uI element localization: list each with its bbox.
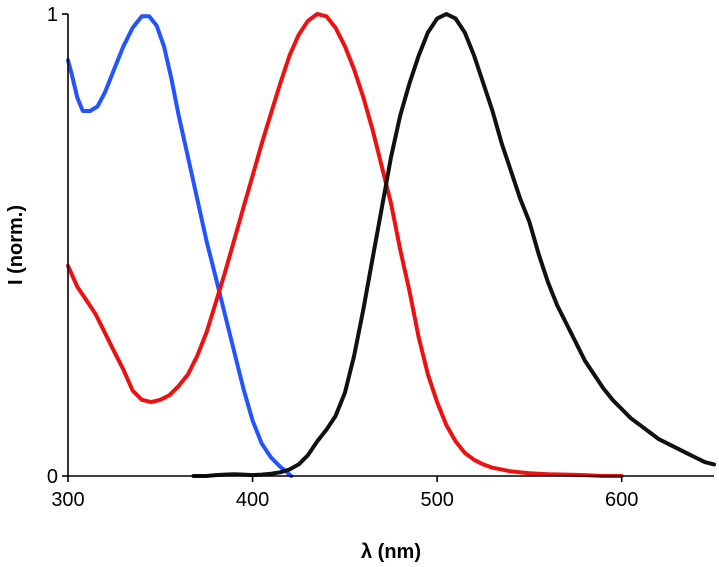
tick-layer: 300 400 500 600 0 1 (47, 4, 639, 511)
x-tick-label: 400 (236, 489, 269, 511)
series-line-3 (191, 12, 716, 478)
y-tick-label: 1 (47, 4, 58, 26)
series-line-1 (66, 14, 294, 478)
x-tick-label: 600 (605, 489, 638, 511)
y-axis-title: I (norm.) (5, 205, 27, 285)
y-tick-label: 0 (47, 466, 58, 488)
x-tick-label: 500 (420, 489, 453, 511)
x-tick-label: 300 (51, 489, 84, 511)
series-line-2 (66, 12, 624, 478)
series-layer (66, 12, 716, 478)
x-axis-title: λ (nm) (361, 541, 421, 563)
